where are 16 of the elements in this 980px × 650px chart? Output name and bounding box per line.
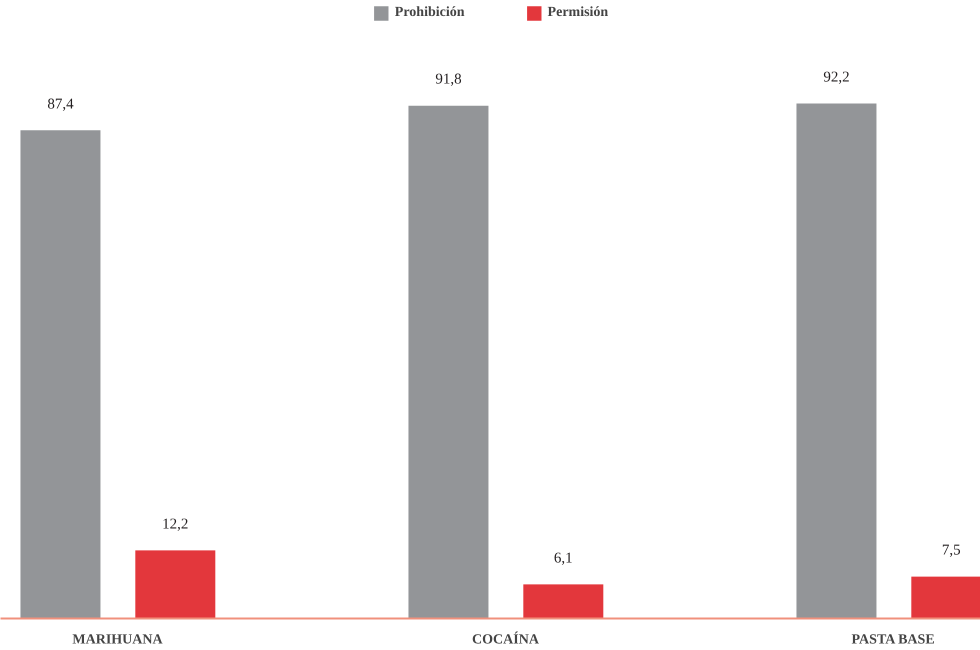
- data-label: 7,5: [942, 542, 961, 559]
- bar: [135, 550, 216, 618]
- bar: [523, 584, 604, 618]
- data-label: 6,1: [554, 550, 573, 566]
- x-tick-label: COCAÍNA: [472, 630, 540, 648]
- legend-label: Permisión: [548, 5, 608, 21]
- data-label: 92,2: [823, 70, 850, 86]
- data-label: 87,4: [47, 96, 74, 112]
- x-tick-label: PASTA BASE: [852, 632, 935, 648]
- legend-label: Prohibición: [394, 5, 465, 21]
- x-tick-label: MARIHUANA: [72, 632, 164, 648]
- bar: [408, 106, 488, 618]
- bar: [20, 130, 100, 618]
- data-label: 91,8: [435, 72, 462, 88]
- data-label: 12,2: [162, 516, 188, 532]
- bar: [796, 104, 876, 618]
